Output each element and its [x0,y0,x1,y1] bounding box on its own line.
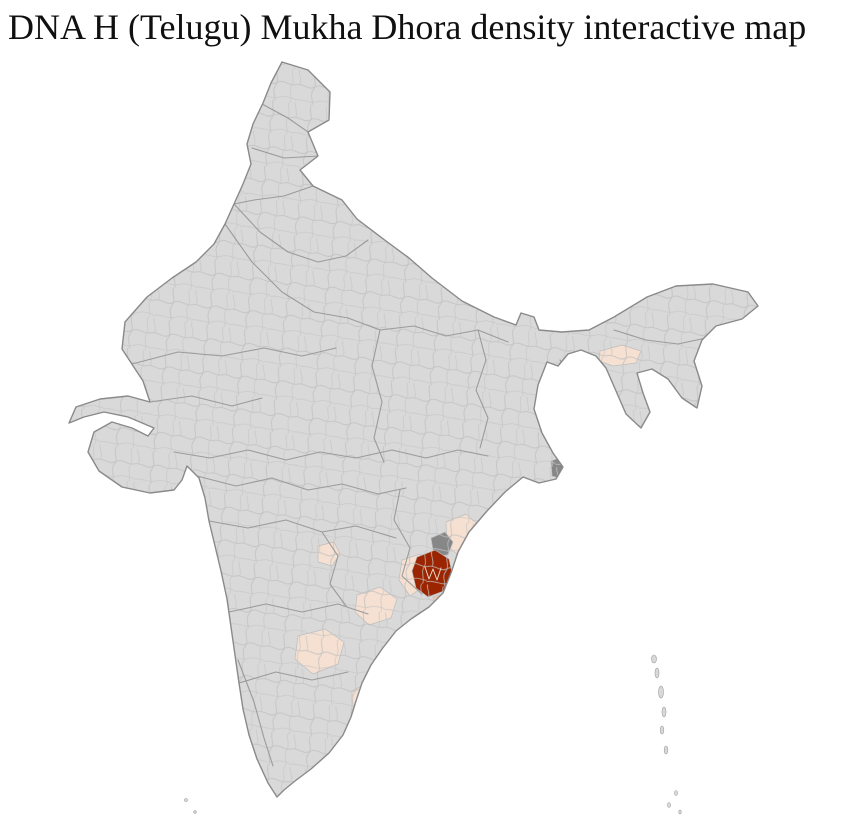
district-inner-boundary [424,566,442,581]
island[interactable] [651,654,657,664]
island[interactable] [674,790,678,796]
island[interactable] [654,667,660,679]
island[interactable] [184,798,188,802]
island[interactable] [193,810,197,814]
state-boundaries [131,103,707,767]
andaman-nicobar-islands [651,654,682,815]
island[interactable] [663,745,669,755]
island[interactable] [667,802,671,808]
island[interactable] [678,809,682,815]
lakshadweep-islands [184,798,197,814]
page-title: DNA H (Telugu) Mukha Dhora density inter… [8,7,807,47]
island[interactable] [658,685,664,699]
island[interactable] [661,706,667,718]
island[interactable] [659,725,665,735]
